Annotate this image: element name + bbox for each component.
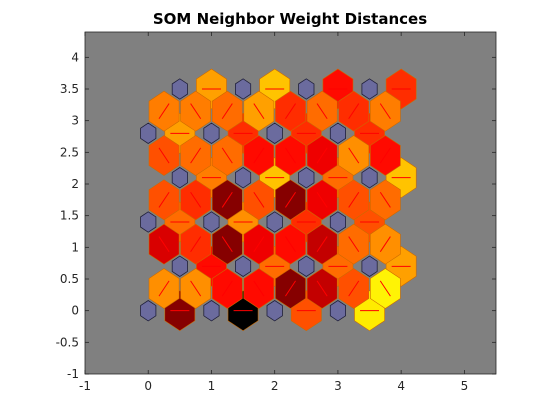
y-tick-label: -1 (67, 367, 79, 381)
neuron-marker (171, 167, 188, 189)
diagonal-connection-line (158, 236, 170, 253)
x-axis: -1 0 1 2 3 4 5 (79, 32, 468, 393)
neuron-marker (298, 78, 315, 100)
neuron-marker (140, 122, 157, 144)
diagonal-connection-line (253, 147, 265, 164)
neuron-marker (266, 300, 283, 322)
diagonal-connection-line (158, 103, 170, 120)
diagonal-connection-line (348, 191, 360, 208)
diagonal-connection-line (158, 147, 170, 164)
y-tick-label: 3.5 (60, 82, 79, 96)
diagonal-connection-line (190, 191, 202, 208)
diagonal-connection-line (379, 103, 391, 120)
neuron-marker (329, 122, 347, 144)
chart-title: SOM Neighbor Weight Distances (153, 10, 427, 28)
neuron-marker (140, 300, 157, 322)
diagonal-connection-line (379, 236, 391, 253)
diagonal-connection-line (221, 103, 233, 120)
diagonal-connection-line (316, 191, 328, 208)
neuron-marker (266, 122, 283, 144)
diagonal-connection-line (190, 280, 202, 297)
y-tick-label: 0 (71, 304, 79, 318)
neuron-marker (171, 255, 188, 277)
diagonal-connection-line (221, 147, 233, 164)
neuron-marker (140, 211, 157, 233)
diagonal-connection-line (253, 191, 265, 208)
neuron-marker (171, 78, 188, 100)
diagonal-connection-line (285, 191, 296, 208)
diagonal-connection-line (285, 280, 296, 297)
y-tick-label: -0.5 (56, 335, 79, 349)
y-tick-label: 1.5 (60, 209, 79, 223)
diagonal-connection-line (379, 280, 391, 297)
diagonal-connection-line (221, 280, 233, 297)
neuron-marker (298, 167, 315, 189)
y-tick-label: 2.5 (60, 145, 79, 159)
diagonal-connection-line (253, 103, 265, 120)
diagonal-connection-line (285, 103, 296, 120)
neurons (140, 78, 378, 322)
diagonal-connection-line (190, 236, 202, 253)
y-tick-label: 4 (71, 50, 79, 64)
diagonal-connection-line (348, 147, 360, 164)
distance-cells (148, 68, 417, 332)
neuron-marker (361, 78, 378, 100)
diagonal-connection-line (348, 103, 360, 120)
neuron-marker (203, 300, 220, 322)
diagonal-connection-line (190, 103, 202, 120)
axes-frame (84, 31, 497, 375)
connection-lines (158, 88, 411, 312)
diagonal-connection-line (285, 147, 296, 164)
neuron-marker (361, 167, 378, 189)
neuron-marker (203, 122, 220, 144)
neuron-marker (234, 78, 252, 100)
diagonal-connection-line (285, 236, 296, 253)
diagonal-connection-line (379, 191, 391, 208)
diagonal-connection-line (253, 280, 265, 297)
diagonal-connection-line (348, 236, 360, 253)
y-tick-label: 3 (71, 114, 79, 128)
neuron-marker (234, 255, 252, 277)
x-tick-label: 1 (208, 379, 216, 393)
y-tick-label: 1 (71, 240, 79, 254)
diagonal-connection-line (158, 280, 170, 297)
diagonal-connection-line (221, 191, 233, 208)
diagonal-connection-line (221, 236, 233, 253)
neuron-marker (361, 255, 378, 277)
diagonal-connection-line (316, 236, 328, 253)
neuron-marker (329, 300, 347, 322)
x-tick-label: 3 (334, 379, 342, 393)
diagonal-connection-line (253, 236, 265, 253)
y-axis: -1 -0.5 0 0.5 1 1.5 2 2.5 3 3.5 4 (56, 50, 496, 381)
x-tick-label: 4 (397, 379, 405, 393)
x-tick-label: 2 (271, 379, 279, 393)
neuron-marker (329, 211, 347, 233)
y-tick-label: 0.5 (60, 272, 79, 286)
y-tick-label: 2 (71, 177, 79, 191)
x-tick-label: 5 (461, 379, 469, 393)
x-tick-label: -1 (79, 379, 91, 393)
diagonal-connection-line (158, 191, 170, 208)
diagonal-connection-line (379, 147, 391, 164)
neuron-marker (203, 211, 220, 233)
x-tick-label: 0 (144, 379, 152, 393)
diagonal-connection-line (190, 147, 202, 164)
diagonal-connection-line (316, 147, 328, 164)
diagonal-connection-line (348, 280, 360, 297)
neuron-marker (298, 255, 315, 277)
diagonal-connection-line (316, 103, 328, 120)
diagonal-connection-line (316, 280, 328, 297)
neuron-marker (234, 167, 252, 189)
neuron-marker (266, 211, 283, 233)
